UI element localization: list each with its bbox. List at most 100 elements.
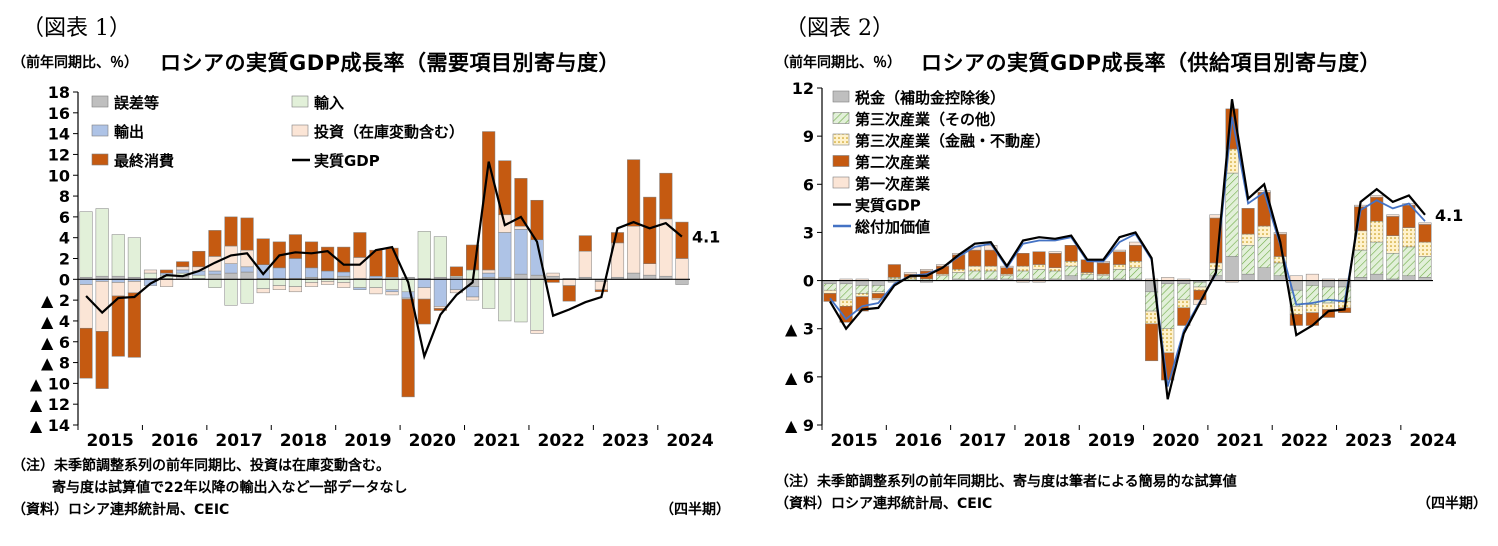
bar-投資-在庫変動含む-	[256, 288, 270, 294]
bar-第三次産業-その他-	[1193, 281, 1207, 288]
bar-第三次産業-その他-	[855, 285, 869, 294]
bar-第二次産業	[887, 264, 901, 278]
chart-title-1: ロシアの実質GDP成長率（需要項目別寄与度）	[160, 51, 621, 75]
x-tick-label: 2015	[87, 431, 134, 451]
bar-誤差等	[224, 272, 238, 280]
note-1b: 寄与度は試算値で22年以降の輸出入など一部データなし	[52, 480, 408, 496]
bar-輸出	[240, 266, 254, 273]
bar-税金-補助金控除後-	[1321, 280, 1336, 288]
bar-最終消費	[160, 269, 174, 274]
bar-輸入	[353, 279, 367, 288]
x-tick-label: 2017	[959, 431, 1006, 451]
bar-第三次産業-金融-不動産-	[1241, 233, 1255, 246]
y-tick-label: ▲ 10	[30, 374, 70, 393]
legend-label-輸出: 輸出	[114, 123, 144, 141]
unit-label-1: （前年同期比、％）	[12, 55, 138, 71]
bar-誤差等	[643, 274, 657, 280]
bar-投資-在庫変動含む-	[369, 287, 383, 295]
bar-投資-在庫変動含む-	[627, 225, 641, 274]
bar-第二次産業	[1289, 314, 1303, 326]
bar-第三次産業-その他-	[1402, 246, 1416, 277]
legend-label-第二次産業: 第二次産業	[855, 154, 931, 172]
bar-第三次産業-金融-不動産-	[1112, 264, 1126, 270]
bar-投資-在庫変動含む-	[143, 269, 158, 274]
bar-輸出	[498, 232, 512, 278]
bar-輸入	[514, 279, 528, 323]
bar-最終消費	[224, 216, 238, 247]
bar-第三次産業-その他-	[1048, 270, 1062, 280]
bar-第三次産業-その他-	[839, 283, 853, 301]
bar-輸出	[337, 271, 351, 277]
bar-第三次産業-その他-	[1241, 245, 1255, 275]
bar-第三次産業-その他-	[1225, 172, 1239, 257]
bar-第三次産業-その他-	[1177, 283, 1191, 301]
bar-税金-補助金控除後-	[1257, 267, 1271, 281]
y-tick-label: ▲ 12	[30, 395, 70, 414]
bar-投資-在庫変動含む-	[562, 279, 576, 286]
bar-第三次産業-その他-	[1064, 265, 1078, 277]
bar-最終消費	[417, 298, 431, 325]
bar-第二次産業	[1177, 307, 1191, 326]
y-tick-label: 0	[803, 272, 814, 291]
bar-輸出	[208, 270, 222, 275]
bar-税金-補助金控除後-	[1370, 273, 1384, 281]
figure-label-1: （図表 1）	[22, 16, 131, 41]
bar-税金-補助金控除後-	[871, 280, 885, 286]
x-tick-label: 2020	[409, 431, 456, 451]
bar-投資-在庫変動含む-	[514, 225, 528, 230]
bar-第三次産業-その他-	[968, 270, 982, 280]
x-tick-label: 2017	[215, 431, 262, 451]
bar-輸入	[256, 279, 270, 289]
bar-輸出	[433, 279, 447, 307]
bar-第三次産業-その他-	[1000, 275, 1014, 280]
legend-label-第三次産業-その他-: 第三次産業（その他）	[855, 111, 1005, 129]
legend-swatch-第一次産業	[832, 176, 850, 189]
bar-第一次産業	[1112, 249, 1126, 252]
bar-第三次産業-金融-不動産-	[1418, 241, 1432, 257]
bar-第三次産業-その他-	[1257, 236, 1271, 268]
y-tick-label: 16	[48, 104, 70, 123]
y-tick-label: ▲ 4	[41, 312, 70, 331]
bar-第三次産業-金融-不動産-	[1177, 299, 1191, 309]
x-tick-label: 2022	[537, 431, 584, 451]
bar-輸出	[401, 291, 415, 299]
bar-輸出	[304, 267, 319, 278]
bar-第一次産業	[936, 264, 950, 267]
bar-輸出	[288, 258, 302, 279]
bar-第二次産業	[1048, 253, 1062, 268]
bar-投資-在庫変動含む-	[578, 250, 592, 278]
bar-第三次産業-金融-不動産-	[952, 269, 966, 273]
bar-税金-補助金控除後-	[1241, 273, 1255, 281]
bar-第三次産業-金融-不動産-	[1016, 265, 1030, 272]
x-tick-label: 2016	[895, 431, 942, 451]
bar-第一次産業	[1048, 251, 1062, 254]
bar-第三次産業-金融-不動産-	[1064, 261, 1078, 267]
y-tick-label: 9	[803, 127, 814, 146]
y-tick-label: 14	[48, 125, 70, 144]
bar-輸出	[417, 279, 431, 288]
bar-輸入	[272, 279, 286, 286]
line-総付加価値	[829, 116, 1426, 387]
bar-輸入	[482, 279, 496, 309]
bar-投資-在庫変動含む-	[111, 282, 125, 297]
bar-第三次産業-金融-不動産-	[855, 293, 869, 297]
legend-swatch-最終消費	[91, 153, 109, 166]
bar-最終消費	[643, 196, 657, 264]
x-tick-label: 2015	[830, 431, 877, 451]
bar-第二次産業	[1241, 208, 1255, 235]
bar-第三次産業-その他-	[1354, 249, 1368, 278]
bar-第三次産業-その他-	[823, 283, 837, 291]
y-tick-label: 18	[48, 83, 70, 102]
bar-第二次産業	[1112, 251, 1126, 265]
note-1a: （注）未季節調整系列の前年同期比、投資は在庫変動含む。	[12, 458, 390, 474]
y-tick-label: 4	[59, 229, 70, 248]
legend-swatch-投資-在庫変動含む-	[291, 124, 309, 137]
y-tick-label: 3	[803, 223, 814, 242]
bar-投資-在庫変動含む-	[127, 281, 141, 294]
bar-輸入	[127, 237, 141, 278]
bar-第三次産業-その他-	[1370, 241, 1384, 275]
legend-swatch-輸出	[91, 124, 109, 137]
bar-輸出	[176, 269, 190, 274]
bar-第二次産業	[1016, 253, 1030, 267]
